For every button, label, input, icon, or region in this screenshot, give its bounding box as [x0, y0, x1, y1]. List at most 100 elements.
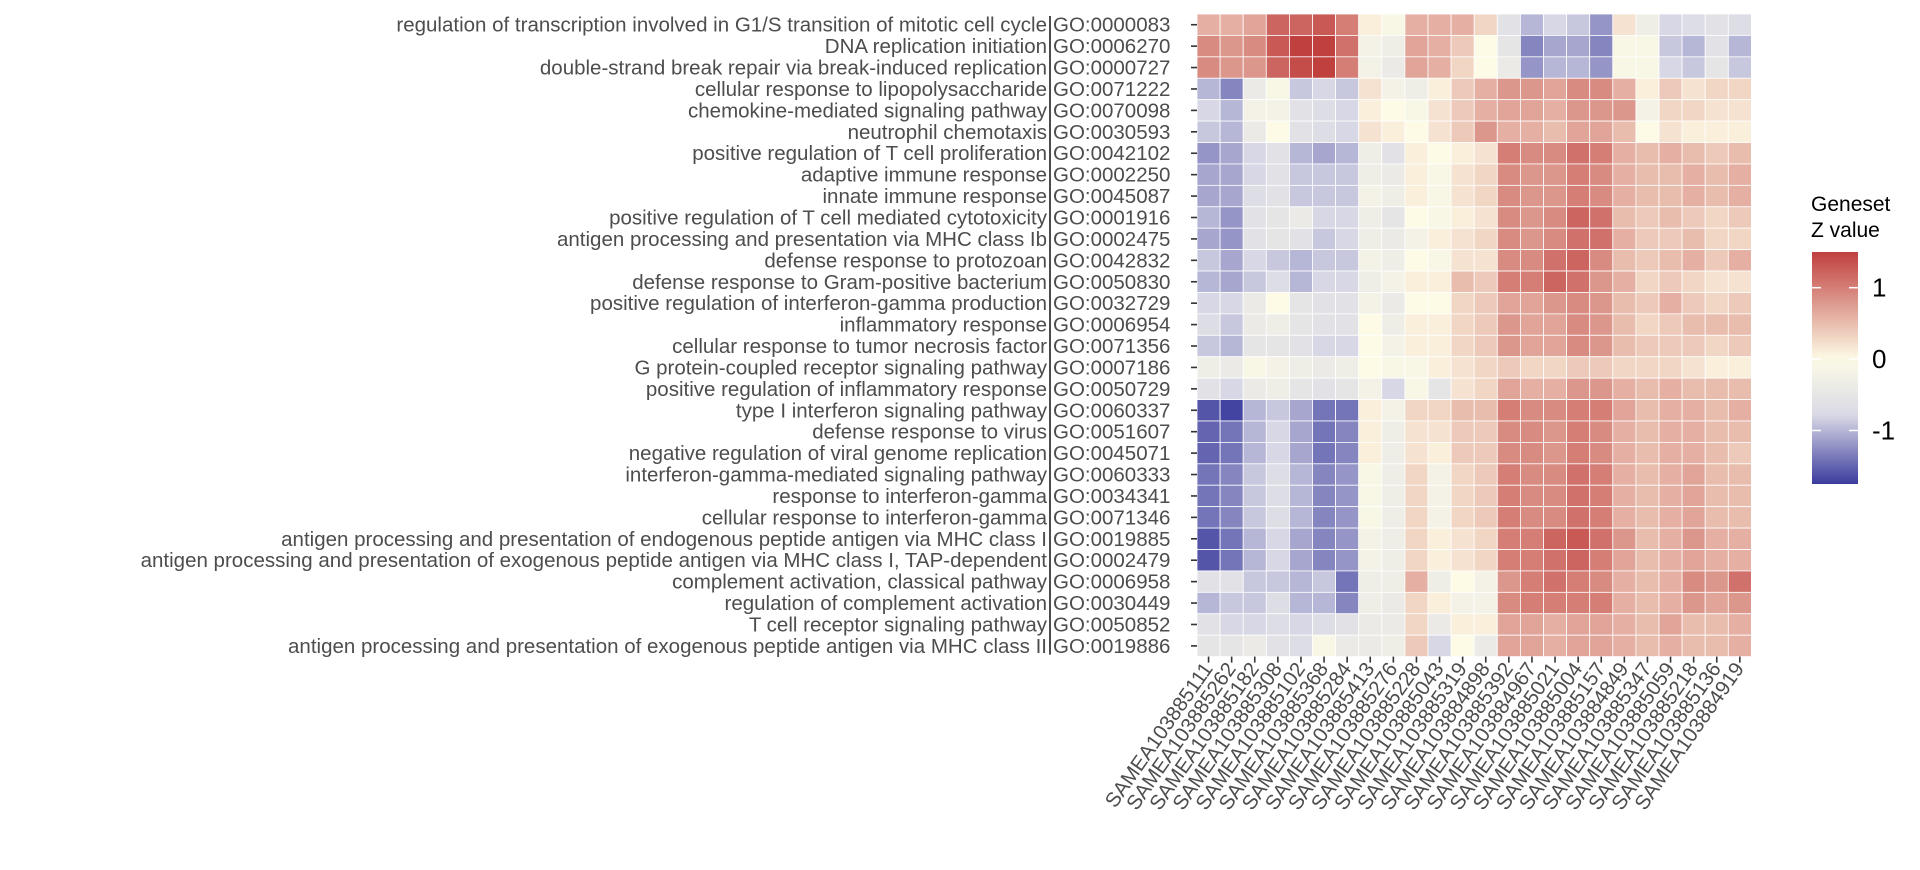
row-label: double-strand break repair via break-ind…: [540, 57, 1047, 80]
heatmap-cell: [1265, 13, 1290, 36]
heatmap-cell: [1381, 377, 1406, 400]
heatmap-cell: [1289, 249, 1313, 272]
heatmap-cell: [1427, 56, 1452, 79]
heatmap-cell: [1196, 35, 1221, 58]
heatmap-cell: [1635, 77, 1660, 101]
heatmap-cell: [1589, 142, 1614, 165]
heatmap-cell: [1635, 356, 1660, 379]
heatmap-cell: [1496, 441, 1521, 465]
heatmap-cell: [1520, 441, 1544, 465]
heatmap-cell: [1219, 634, 1244, 657]
heatmap-cell: [1335, 77, 1360, 101]
heatmap-cell: [1242, 56, 1267, 79]
heatmap-cell: [1473, 56, 1498, 79]
row-label: complement activation, classical pathway: [672, 571, 1048, 594]
heatmap-cell: [1612, 163, 1637, 186]
heatmap-cell: [1704, 399, 1729, 422]
heatmap-cell: [1658, 570, 1683, 593]
heatmap-cell: [1635, 441, 1660, 465]
heatmap-cell: [1727, 463, 1752, 486]
heatmap-cell: [1289, 549, 1313, 572]
heatmap-cell: [1727, 506, 1752, 529]
heatmap-cell: [1612, 270, 1637, 293]
heatmap-cell: [1681, 13, 1706, 36]
heatmap-cell: [1520, 163, 1544, 186]
heatmap-cell: [1404, 13, 1429, 36]
heatmap-cell: [1404, 142, 1429, 165]
heatmap-cell: [1681, 591, 1706, 615]
heatmap-cell: [1589, 184, 1614, 208]
row-go-id: GO:0019886: [1053, 635, 1170, 658]
heatmap-cell: [1473, 377, 1498, 400]
heatmap-cell: [1265, 270, 1290, 293]
heatmap-cell: [1358, 334, 1383, 358]
row-label: type I interferon signaling pathway: [736, 399, 1048, 422]
heatmap-cell: [1704, 591, 1729, 615]
heatmap-cell: [1335, 142, 1360, 165]
heatmap-cell: [1727, 99, 1752, 122]
heatmap-cell: [1335, 120, 1360, 143]
heatmap-cell: [1566, 142, 1591, 165]
heatmap-cell: [1520, 463, 1544, 486]
heatmap-cell: [1520, 549, 1544, 572]
row-label: inflammatory response: [840, 314, 1047, 337]
heatmap-cell: [1242, 634, 1267, 657]
heatmap-cell: [1520, 35, 1544, 58]
heatmap-cell: [1404, 334, 1429, 358]
heatmap-cell: [1658, 249, 1683, 272]
heatmap-cell: [1727, 56, 1752, 79]
heatmap-cell: [1427, 142, 1452, 165]
heatmap-cell: [1727, 613, 1752, 636]
heatmap-cell: [1242, 120, 1267, 143]
row-label: regulation of complement activation: [725, 592, 1048, 615]
heatmap-cell: [1681, 377, 1706, 400]
heatmap-cell: [1381, 56, 1406, 79]
heatmap-cell: [1543, 463, 1568, 486]
heatmap-cell: [1427, 206, 1452, 229]
row-go-id: GO:0060333: [1053, 464, 1170, 487]
heatmap-cell: [1381, 142, 1406, 165]
heatmap-cell: [1381, 99, 1406, 122]
heatmap-cell: [1635, 206, 1660, 229]
heatmap-cell: [1658, 227, 1683, 251]
heatmap-cell: [1704, 570, 1729, 593]
heatmap-cell: [1543, 184, 1568, 208]
heatmap-cell: [1658, 292, 1683, 315]
heatmap-cell: [1312, 35, 1337, 58]
heatmap-cell: [1404, 206, 1429, 229]
heatmap-cell: [1219, 613, 1244, 636]
heatmap-cell: [1265, 591, 1290, 615]
heatmap-cell: [1404, 163, 1429, 186]
heatmap-cell: [1219, 227, 1244, 251]
heatmap-cell: [1404, 99, 1429, 122]
heatmap-cell: [1520, 506, 1544, 529]
heatmap-cell: [1635, 591, 1660, 615]
heatmap-cell: [1704, 549, 1729, 572]
heatmap-cell: [1704, 249, 1729, 272]
heatmap-cell: [1681, 99, 1706, 122]
heatmap-cell: [1566, 549, 1591, 572]
heatmap-cell: [1335, 377, 1360, 400]
heatmap-cell: [1335, 56, 1360, 79]
heatmap-cell: [1312, 13, 1337, 36]
heatmap-cell: [1265, 420, 1290, 443]
heatmap-cell: [1289, 527, 1313, 550]
heatmap-cell: [1427, 249, 1452, 272]
heatmap-cell: [1312, 313, 1337, 336]
heatmap-cell: [1566, 249, 1591, 272]
heatmap-cell: [1704, 270, 1729, 293]
heatmap-cell: [1450, 120, 1475, 143]
heatmap-cell: [1727, 527, 1752, 550]
heatmap-cell: [1289, 463, 1313, 486]
heatmap-cell: [1681, 527, 1706, 550]
legend-tick-label: 1: [1872, 273, 1886, 303]
heatmap-cell: [1289, 399, 1313, 422]
heatmap-cell: [1612, 206, 1637, 229]
heatmap-cell: [1312, 184, 1337, 208]
row-label: antigen processing and presentation of e…: [141, 549, 1048, 572]
heatmap-cell: [1381, 570, 1406, 593]
heatmap-cell: [1265, 184, 1290, 208]
heatmap-cell: [1289, 56, 1313, 79]
heatmap-cell: [1496, 184, 1521, 208]
heatmap-cell: [1335, 184, 1360, 208]
